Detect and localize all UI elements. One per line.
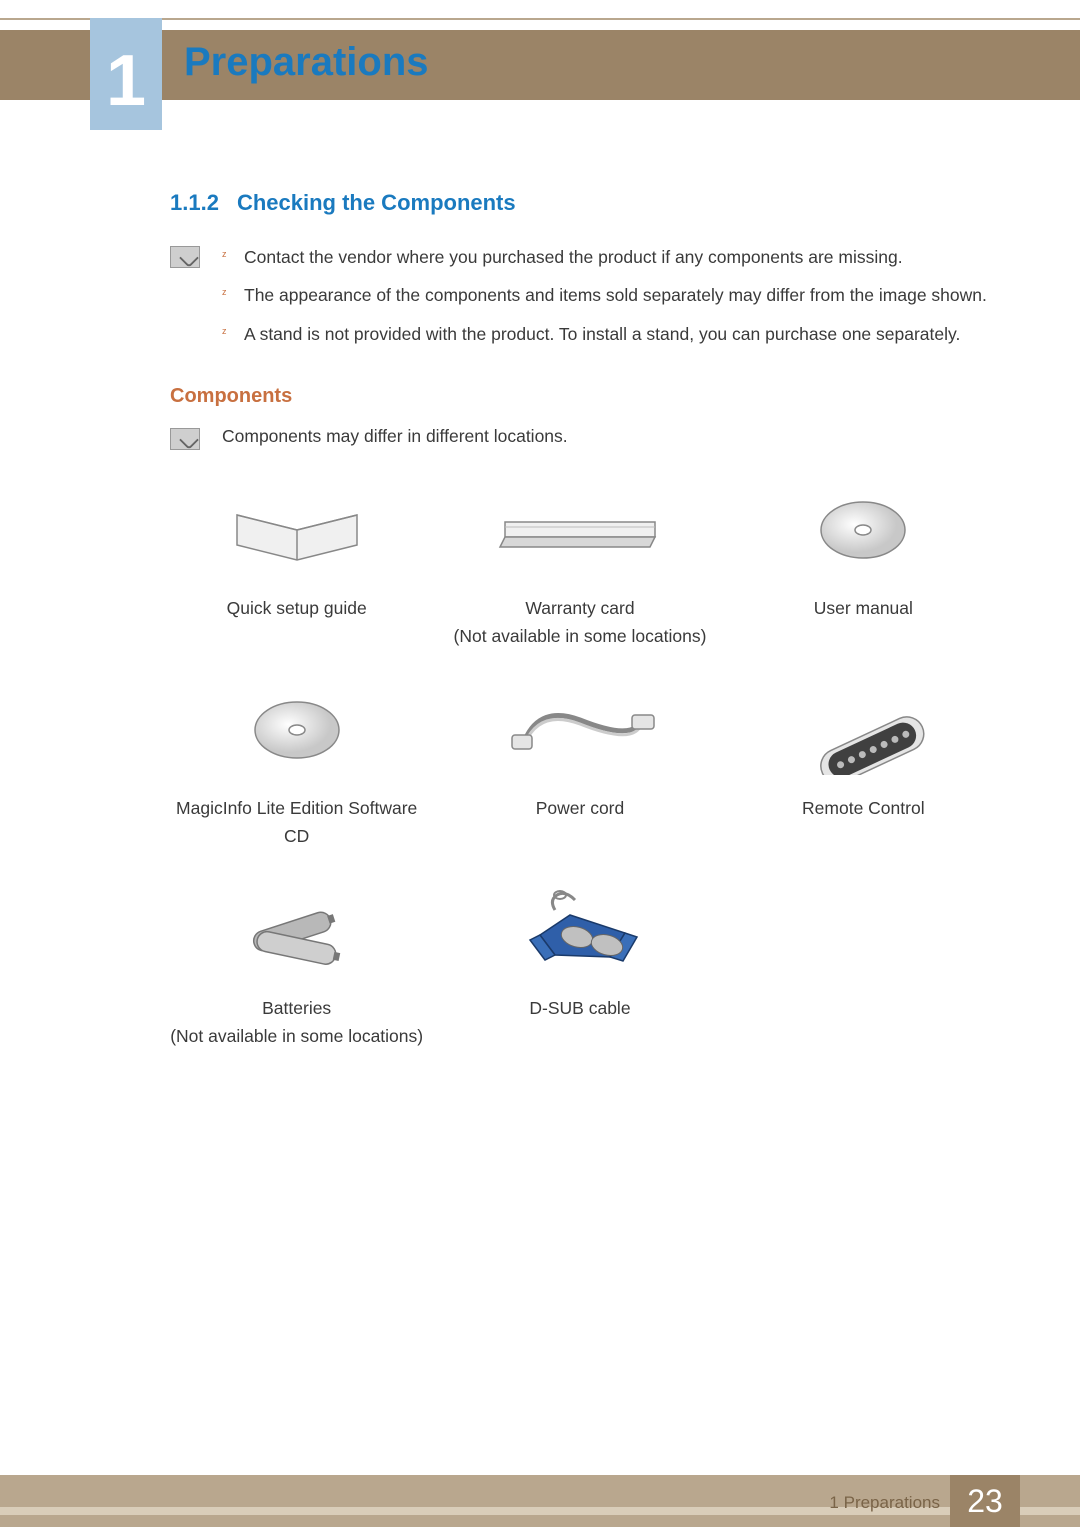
component-label: Remote Control <box>737 794 990 822</box>
component-label: Warranty card (Not available in some loc… <box>453 594 706 650</box>
note-icon <box>170 246 200 268</box>
component-power-cord: Power cord <box>453 680 706 850</box>
component-batteries: Batteries (Not available in some locatio… <box>170 880 423 1050</box>
component-label: User manual <box>737 594 990 622</box>
warranty-card-icon <box>453 480 706 580</box>
content-area: 1.1.2 Checking the Components Contact the… <box>170 190 990 1050</box>
chapter-title: Preparations <box>184 40 429 85</box>
page-number: 23 <box>950 1475 1020 1527</box>
dsub-icon <box>453 880 706 980</box>
cd-icon <box>170 680 423 780</box>
cd-icon <box>737 480 990 580</box>
component-user-manual: User manual <box>737 480 990 650</box>
footer: 1 Preparations 23 <box>0 1475 1080 1527</box>
footer-label: 1 Preparations <box>829 1493 940 1513</box>
component-label: MagicInfo Lite Edition Software CD <box>170 794 423 850</box>
component-label: Quick setup guide <box>170 594 423 622</box>
component-label: D-SUB cable <box>453 994 706 1022</box>
header-bar <box>0 30 1080 100</box>
chapter-badge: 1 <box>90 18 162 130</box>
components-grid: Quick setup guide Warranty card (Not ava… <box>170 480 990 1050</box>
note-bullet-item: A stand is not provided with the product… <box>222 321 987 347</box>
section-number: 1.1.2 <box>170 190 219 215</box>
component-warranty-card: Warranty card (Not available in some loc… <box>453 480 706 650</box>
remote-icon <box>737 680 990 780</box>
note-block-1: Contact the vendor where you purchased t… <box>170 244 990 359</box>
note-icon <box>170 428 200 450</box>
header-top-rule <box>0 18 1080 20</box>
note-bullets: Contact the vendor where you purchased t… <box>222 244 987 359</box>
component-quick-guide: Quick setup guide <box>170 480 423 650</box>
components-subheading: Components <box>170 385 990 408</box>
chapter-number: 1 <box>106 40 146 122</box>
note-block-2: Components may differ in different locat… <box>170 426 990 450</box>
components-note: Components may differ in different locat… <box>222 426 568 447</box>
quick-guide-icon <box>170 480 423 580</box>
component-label: Batteries (Not available in some locatio… <box>170 994 423 1050</box>
component-remote-control: Remote Control <box>737 680 990 850</box>
component-software-cd: MagicInfo Lite Edition Software CD <box>170 680 423 850</box>
note-bullet-item: The appearance of the components and ite… <box>222 282 987 308</box>
note-bullet-item: Contact the vendor where you purchased t… <box>222 244 987 270</box>
component-dsub-cable: D-SUB cable <box>453 880 706 1050</box>
component-label: Power cord <box>453 794 706 822</box>
section-heading: 1.1.2 Checking the Components <box>170 190 990 216</box>
batteries-icon <box>170 880 423 980</box>
section-title: Checking the Components <box>237 190 516 215</box>
power-cord-icon <box>453 680 706 780</box>
